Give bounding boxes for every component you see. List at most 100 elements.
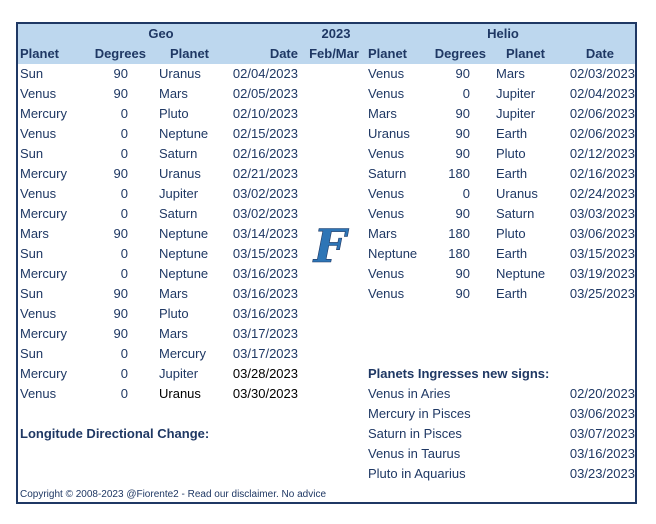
helio-row-aspect-planet: Earth [496,126,528,141]
geo-row-degrees: 90 [113,306,128,321]
helio-row-degrees: 90 [455,66,470,81]
ingress-row-event: Saturn in Pisces [368,426,462,441]
geo-row-degrees: 90 [113,166,128,181]
geo-col-planet: Planet [20,46,60,61]
geo-row-date: 03/17/2023 [232,326,298,341]
geo-row-planet: Sun [20,66,44,81]
copyright-notice: Copyright © 2008-2023 @Fiorente2 - Read … [20,489,327,500]
helio-row-aspect-planet: Saturn [496,206,535,221]
ingress-row-event: Mercury in Pisces [368,406,471,421]
geo-row-degrees: 0 [120,146,128,161]
geo-row-aspect-planet: Pluto [159,106,189,121]
geo-row-date: 03/16/2023 [232,306,298,321]
geo-row-degrees: 0 [120,246,128,261]
helio-row-degrees: 180 [448,226,470,241]
helio-row-date: 02/06/2023 [569,126,635,141]
geo-row-planet: Venus [20,186,57,201]
helio-row-planet: Neptune [368,246,418,261]
geo-row-degrees: 0 [120,126,128,141]
ingress-row-date: 03/16/2023 [569,446,635,461]
ephemeris-table-frame: Geo 2023 Helio Planet Degrees Planet Dat… [16,22,637,504]
geo-row-date: 02/04/2023 [232,66,298,81]
geo-row-aspect-planet: Mercury [159,346,206,361]
geo-row-degrees: 90 [113,86,128,101]
geo-row-planet: Mars [20,226,49,241]
helio-row-aspect-planet: Earth [496,246,528,261]
geo-row-aspect-planet: Uranus [159,66,201,81]
helio-row-degrees: 0 [462,186,470,201]
geo-row-date: 02/10/2023 [232,106,298,121]
helio-row-aspect-planet: Uranus [496,186,538,201]
helio-row-degrees: 90 [455,266,470,281]
geo-title: Geo [148,26,174,41]
ingress-row-date: 02/20/2023 [569,386,635,401]
ingress-title: Planets Ingresses new signs: [368,366,550,381]
geo-row-date: 03/17/2023 [232,346,298,361]
geo-row-aspect-planet: Neptune [159,246,209,261]
helio-row-planet: Mars [368,106,397,121]
ingress-row-date: 03/23/2023 [569,466,635,481]
geo-row-aspect-planet: Mars [159,286,188,301]
longitude-directional-change-title: Longitude Directional Change: [20,426,210,441]
logo-letter: F [312,220,350,272]
helio-row-date: 02/04/2023 [569,86,635,101]
ingress-row-date: 03/06/2023 [569,406,635,421]
geo-row-degrees: 0 [120,386,128,401]
geo-row-aspect-planet: Pluto [159,306,189,321]
geo-row-degrees: 90 [113,66,128,81]
geo-row-aspect-planet: Mars [159,86,188,101]
geo-col-planet2: Planet [170,46,210,61]
helio-row-planet: Venus [368,146,405,161]
year-label: 2023 [321,26,351,41]
geo-row-planet: Venus [20,126,57,141]
helio-row-planet: Venus [368,266,405,281]
helio-row-aspect-planet: Neptune [496,266,546,281]
helio-row-date: 03/19/2023 [569,266,635,281]
geo-row-date: 03/02/2023 [232,186,298,201]
geo-row-degrees: 0 [120,346,128,361]
ingress-row-event: Pluto in Aquarius [368,466,466,481]
helio-row-degrees: 180 [448,246,470,261]
helio-title: Helio [487,26,519,41]
helio-row-aspect-planet: Earth [496,166,528,181]
geo-row-planet: Mercury [20,326,67,341]
geo-row-aspect-planet: Neptune [159,266,209,281]
geo-row-degrees: 90 [113,286,128,301]
geo-row-degrees: 0 [120,266,128,281]
geo-row-date: 03/28/2023 [232,366,298,381]
helio-row-planet: Venus [368,186,405,201]
geo-row-aspect-planet: Neptune [159,226,209,241]
geo-row-planet: Venus [20,306,57,321]
geo-col-date: Date [269,46,298,61]
geo-row-planet: Sun [20,286,44,301]
geo-row-planet: Mercury [20,166,67,181]
helio-row-planet: Uranus [368,126,410,141]
geo-row-aspect-planet: Mars [159,326,188,341]
helio-row-aspect-planet: Jupiter [496,86,536,101]
geo-row-date: 03/30/2023 [232,386,298,401]
geo-row-planet: Mercury [20,106,67,121]
geo-row-date: 03/16/2023 [232,286,298,301]
helio-row-planet: Venus [368,86,405,101]
helio-row-degrees: 90 [455,106,470,121]
helio-row-aspect-planet: Earth [496,286,528,301]
helio-row-date: 02/06/2023 [569,106,635,121]
helio-row-planet: Venus [368,206,405,221]
geo-row-planet: Venus [20,386,57,401]
helio-row-degrees: 0 [462,86,470,101]
geo-row-aspect-planet: Neptune [159,126,209,141]
geo-row-degrees: 0 [120,186,128,201]
geo-row-aspect-planet: Saturn [159,206,198,221]
helio-row-date: 02/16/2023 [569,166,635,181]
geo-row-date: 02/16/2023 [232,146,298,161]
helio-row-date: 02/24/2023 [569,186,635,201]
helio-row-planet: Venus [368,286,405,301]
helio-row-planet: Venus [368,66,405,81]
geo-row-date: 02/21/2023 [232,166,298,181]
geo-row-planet: Sun [20,246,44,261]
fiorente-logo: F [311,220,350,272]
geo-row-degrees: 90 [113,326,128,341]
geo-row-planet: Mercury [20,266,67,281]
ingress-row-event: Venus in Aries [368,386,451,401]
geo-row-planet: Sun [20,146,44,161]
